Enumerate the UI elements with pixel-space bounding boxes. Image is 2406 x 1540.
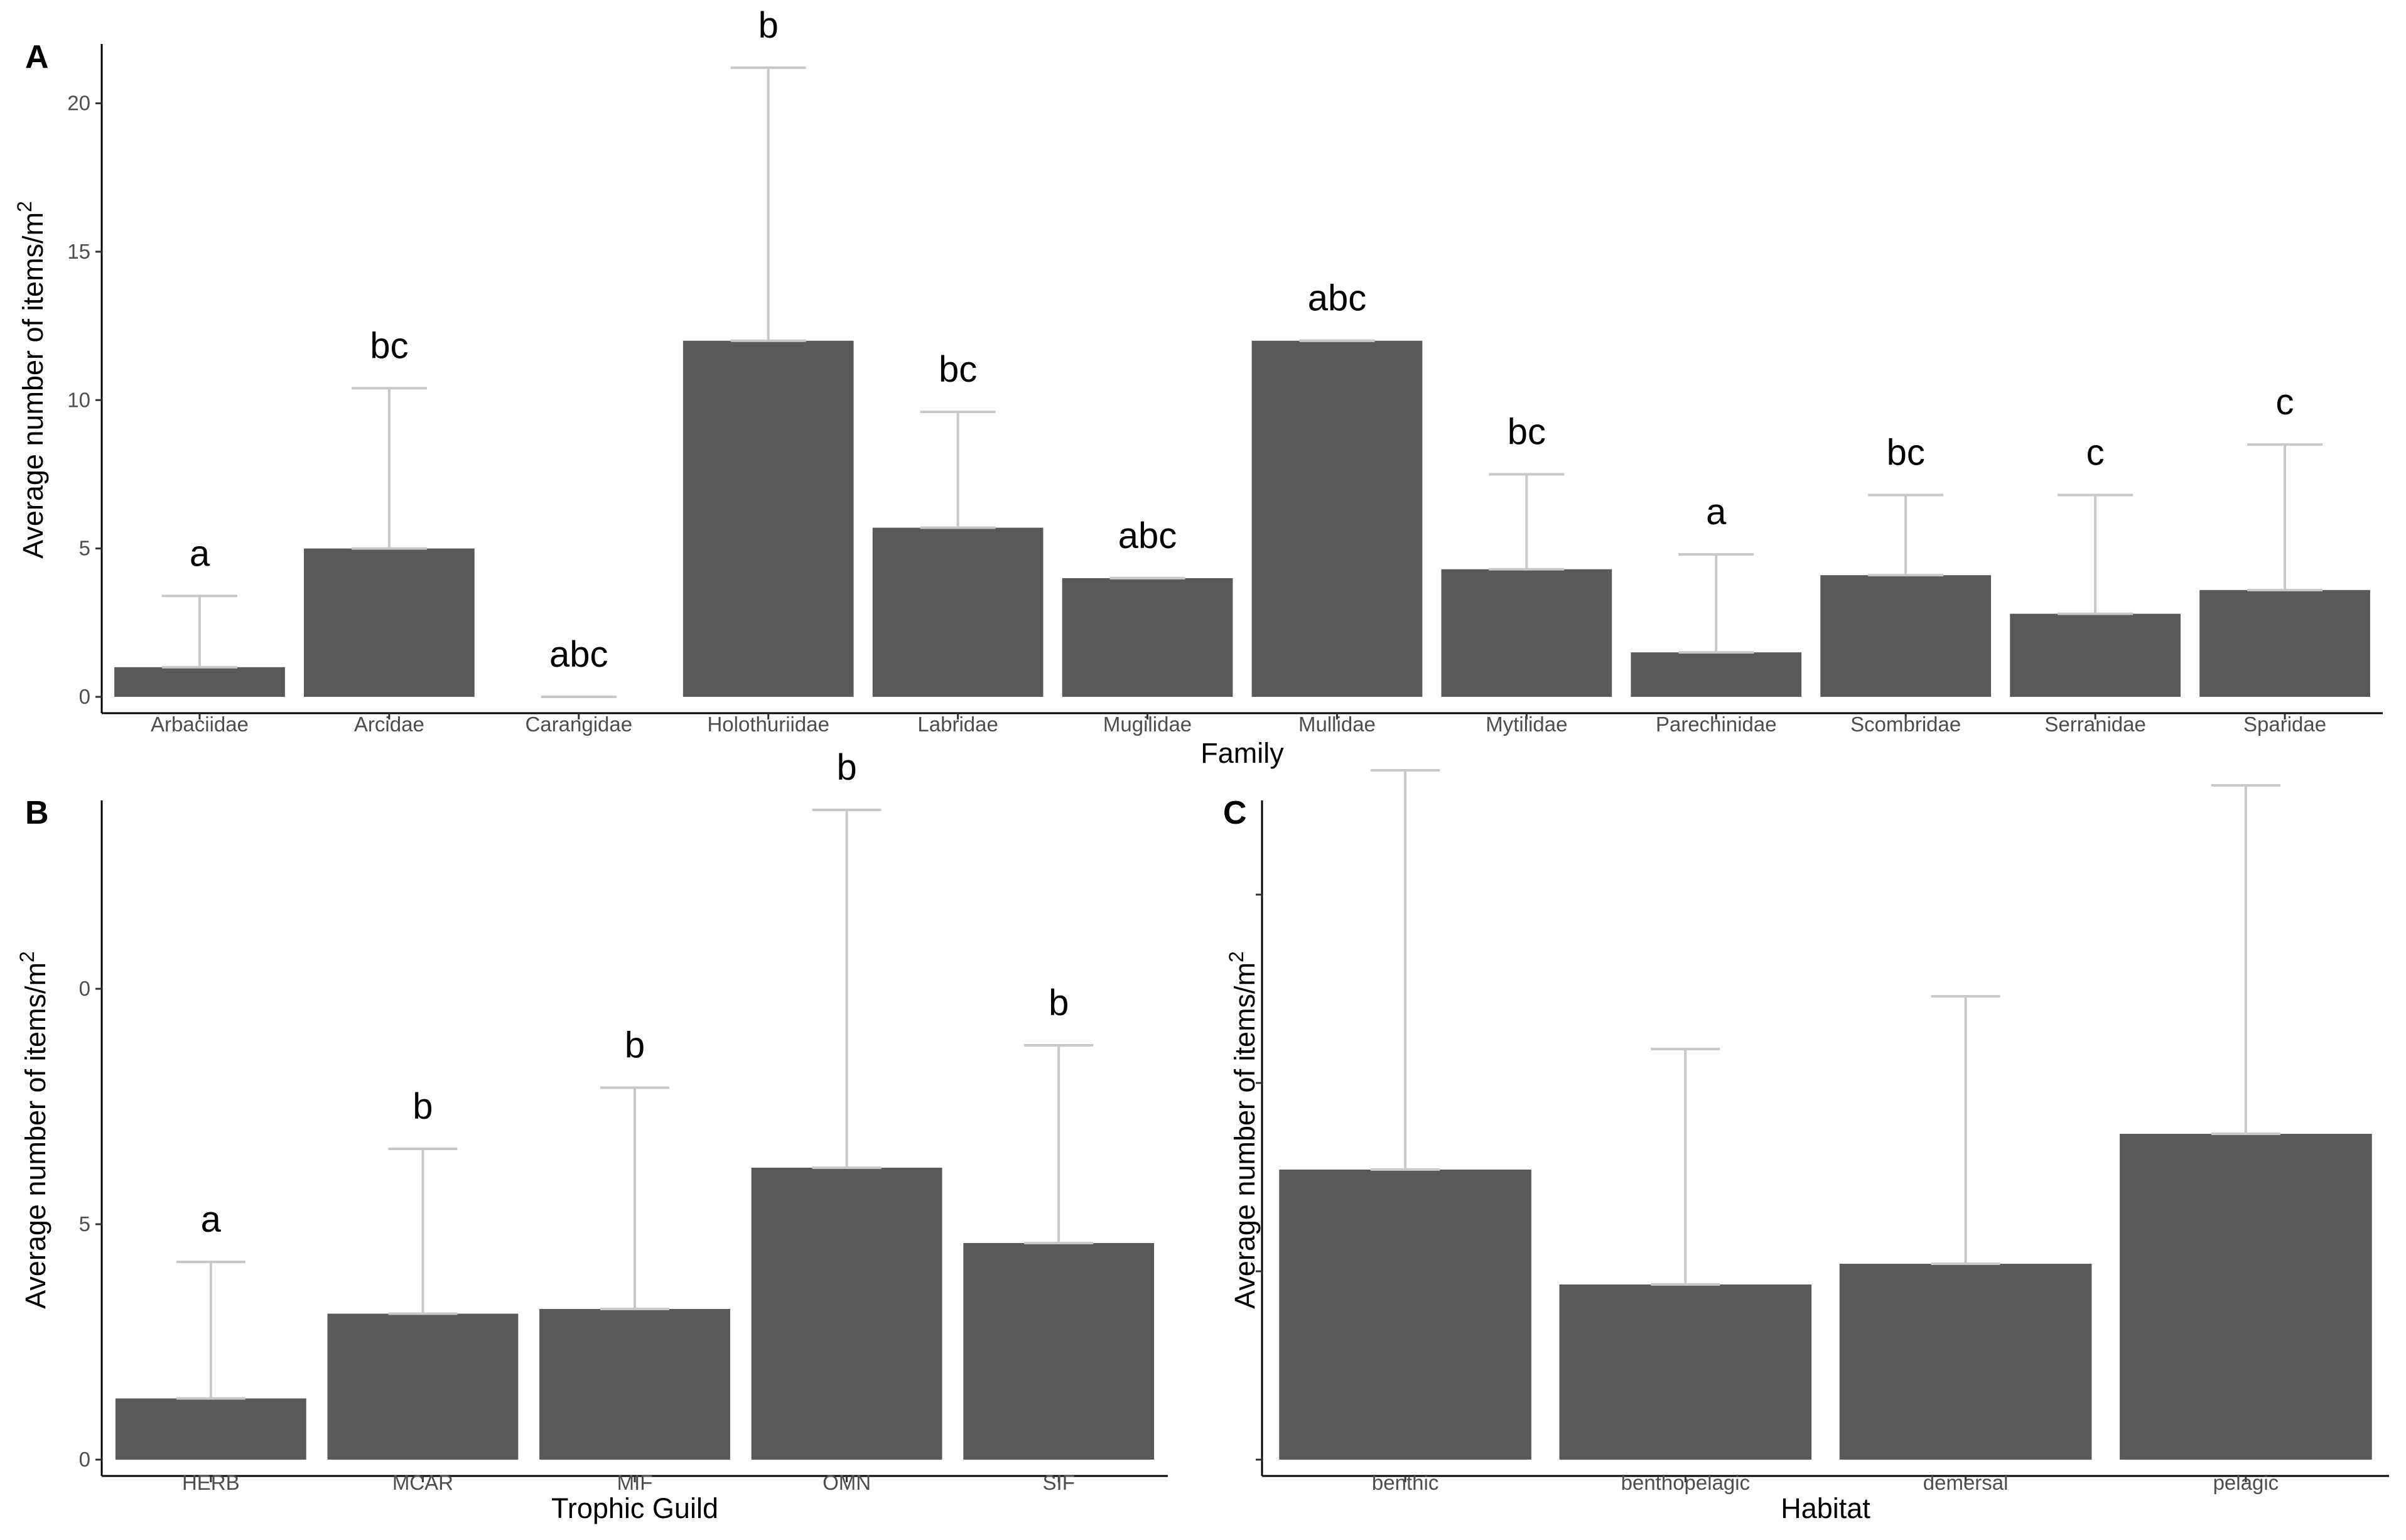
bar xyxy=(327,1313,519,1460)
bar xyxy=(115,1398,306,1460)
significance-label: a xyxy=(1706,492,1727,532)
significance-label: b xyxy=(758,5,779,46)
bar xyxy=(751,1168,942,1460)
significance-label: bc xyxy=(1887,433,1925,473)
x-tick-label: benthic xyxy=(1372,1471,1438,1494)
x-tick-label: Serranidae xyxy=(2044,713,2145,736)
y-axis-title-text: Average number of items/m xyxy=(19,962,51,1309)
x-tick-label: demersal xyxy=(1923,1471,2009,1494)
x-tick-label: pelagic xyxy=(2213,1471,2279,1494)
significance-label: b xyxy=(1049,983,1069,1023)
y-axis-title-superscript: 2 xyxy=(1225,951,1248,962)
bar xyxy=(304,548,475,697)
bar xyxy=(114,667,285,697)
bar xyxy=(1559,1284,1812,1460)
significance-label: bc xyxy=(1508,411,1546,452)
bar xyxy=(872,527,1044,697)
x-tick-label: Mugilidae xyxy=(1103,713,1192,736)
significance-label: bc xyxy=(939,349,977,390)
significance-label: b xyxy=(836,747,856,788)
x-axis-title: Family xyxy=(1200,737,1284,769)
significance-label: b xyxy=(413,1086,433,1127)
significance-label: bc xyxy=(370,325,408,366)
x-tick-label: MCAR xyxy=(392,1471,453,1494)
significance-label: abc xyxy=(549,634,608,675)
y-tick-label: 0 xyxy=(79,977,90,1000)
x-tick-label: Sparidae xyxy=(2243,713,2326,736)
x-tick-label: OMN xyxy=(823,1471,871,1494)
significance-label: b xyxy=(625,1025,645,1066)
y-axis-title-text: Average number of items/m xyxy=(17,212,49,559)
y-tick-label: 5 xyxy=(79,537,90,560)
bar xyxy=(1441,569,1612,697)
y-axis-title-text: Average number of items/m xyxy=(1229,962,1261,1309)
bar xyxy=(2199,590,2370,697)
bar xyxy=(1279,1170,1531,1460)
significance-label: abc xyxy=(1308,278,1367,319)
y-tick-label: 20 xyxy=(67,92,90,115)
x-tick-label: MIF xyxy=(617,1471,653,1494)
bar xyxy=(1251,340,1423,697)
x-tick-label: Holothuriidae xyxy=(707,713,829,736)
y-tick-label: 10 xyxy=(67,388,90,411)
x-tick-label: SIF xyxy=(1043,1471,1075,1494)
x-tick-label: Scombridae xyxy=(1850,713,1961,736)
panel-label-a: A xyxy=(25,39,49,75)
bar xyxy=(2120,1134,2372,1460)
panel-b: Ba b b b b 0 5 0 HERB MCAR MIF OMN SIF Trophic Guild A… xyxy=(16,747,1168,1524)
x-axis-title: Trophic Guild xyxy=(551,1492,718,1524)
x-tick-label: HERB xyxy=(182,1471,240,1494)
x-tick-label: Carangidae xyxy=(525,713,632,736)
y-tick-label: 5 xyxy=(79,1212,90,1236)
y-axis-title: Average number of items/m2 xyxy=(13,201,49,559)
bar xyxy=(682,340,854,697)
significance-label: c xyxy=(2276,382,2294,423)
significance-label: a xyxy=(201,1199,222,1240)
bar xyxy=(1820,575,1992,697)
bar xyxy=(1631,652,1802,697)
y-tick-label: 0 xyxy=(79,1448,90,1471)
panel-label-c: C xyxy=(1223,795,1247,831)
bar xyxy=(539,1309,730,1460)
x-tick-label: Parechinidae xyxy=(1656,713,1777,736)
significance-label: abc xyxy=(1118,515,1177,556)
bar xyxy=(2010,613,2181,697)
x-tick-label: Arbaciidae xyxy=(151,713,249,736)
y-axis-title: Average number of items/m2 xyxy=(16,951,51,1309)
panel-label-b: B xyxy=(25,795,49,831)
y-tick-label: 0 xyxy=(79,685,90,708)
bar xyxy=(963,1243,1155,1460)
y-tick-label: 15 xyxy=(67,240,90,263)
y-axis-title-superscript: 2 xyxy=(16,951,38,962)
x-tick-label: Labridae xyxy=(917,713,998,736)
significance-label: c xyxy=(2086,433,2105,473)
bar xyxy=(1839,1264,2092,1460)
y-axis-title: Average number of items/m2 xyxy=(1225,951,1261,1309)
x-tick-label: Mytilidae xyxy=(1486,713,1567,736)
x-tick-label: Mullidae xyxy=(1298,713,1376,736)
x-tick-label: benthopelagic xyxy=(1621,1471,1751,1494)
bar xyxy=(1062,578,1233,697)
significance-label: a xyxy=(190,533,210,574)
y-axis-title-superscript: 2 xyxy=(13,201,36,212)
x-axis-title: Habitat xyxy=(1781,1492,1870,1524)
x-tick-label: Arcidae xyxy=(354,713,424,736)
